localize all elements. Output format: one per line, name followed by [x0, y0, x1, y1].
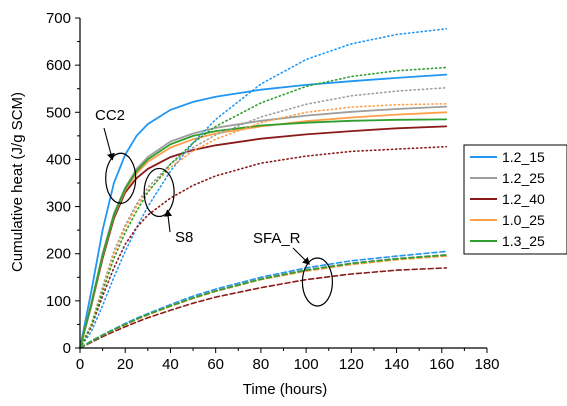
annotations: CC2 S8 SFA_R	[95, 107, 334, 307]
x-tick-label: 140	[384, 356, 409, 373]
series-line-sfa-r-1-2-15	[79, 250, 448, 349]
y-axis-title: Cumulative heat (J/g SCM)	[9, 92, 26, 272]
legend-label: 1.3_25	[502, 233, 545, 249]
y-tick-label: 0	[63, 340, 71, 357]
annotation-ellipse-cc2	[105, 152, 137, 204]
y-tick-label: 200	[46, 246, 71, 263]
x-tick-label: 80	[253, 356, 270, 373]
y-tick-label: 100	[46, 293, 71, 310]
y-tick-label: 600	[46, 57, 71, 74]
y-tick-label: 500	[46, 104, 71, 121]
plot-lines	[79, 28, 448, 349]
annotation-label-s8: S8	[175, 229, 193, 246]
legend-label: 1.0_25	[502, 212, 545, 228]
series-line-sfa-r-1-2-25	[79, 253, 448, 349]
series-line-s8-1-0-25	[79, 103, 448, 349]
series-line-s8-1-2-15	[79, 28, 448, 349]
y-tick-label: 700	[46, 10, 71, 27]
x-axis-title: Time (hours)	[243, 381, 327, 398]
y-tick-label: 300	[46, 199, 71, 216]
legend-label: 1.2_25	[502, 170, 545, 186]
x-tick-label: 100	[294, 356, 319, 373]
axes	[79, 18, 487, 349]
annotation-label-sfa-r: SFA_R	[253, 230, 301, 247]
annotation-arrow-sfa-r	[292, 247, 310, 265]
series-line-cc2-1-2-15	[79, 73, 448, 349]
series-line-cc2-1-2-25	[79, 105, 448, 349]
series-line-s8-1-2-40	[79, 145, 448, 349]
x-tick-label: 0	[76, 356, 84, 373]
x-tick-label: 60	[207, 356, 224, 373]
x-tick-label: 160	[429, 356, 454, 373]
y-tick-label: 400	[46, 151, 71, 168]
annotation-label-cc2: CC2	[95, 107, 125, 124]
annotation-arrow-cc2	[103, 127, 115, 161]
series-line-sfa-r-1-2-40	[79, 267, 448, 349]
series-line-s8-1-3-25	[79, 66, 448, 349]
legend: 1.2_15 1.2_25 1.2_40 1.0_25 1.3_25	[463, 144, 567, 255]
x-tick-label: 120	[339, 356, 364, 373]
series-line-sfa-r-1-3-25	[79, 254, 448, 349]
x-tick-label: 20	[117, 356, 134, 373]
legend-label: 1.2_15	[502, 149, 545, 165]
series-line-cc2-1-3-25	[79, 118, 448, 349]
x-tick-label: 180	[474, 356, 499, 373]
ticks: 0 20 40 60 80 100 120 140 160 180 0 100 200 300 400 500…	[46, 10, 500, 373]
legend-label: 1.2_40	[502, 191, 545, 207]
annotation-ellipse-sfa-r	[301, 257, 334, 307]
annotation-ellipse-s8	[143, 167, 175, 218]
annotation-arrow-s8	[164, 209, 173, 233]
x-tick-label: 40	[162, 356, 179, 373]
